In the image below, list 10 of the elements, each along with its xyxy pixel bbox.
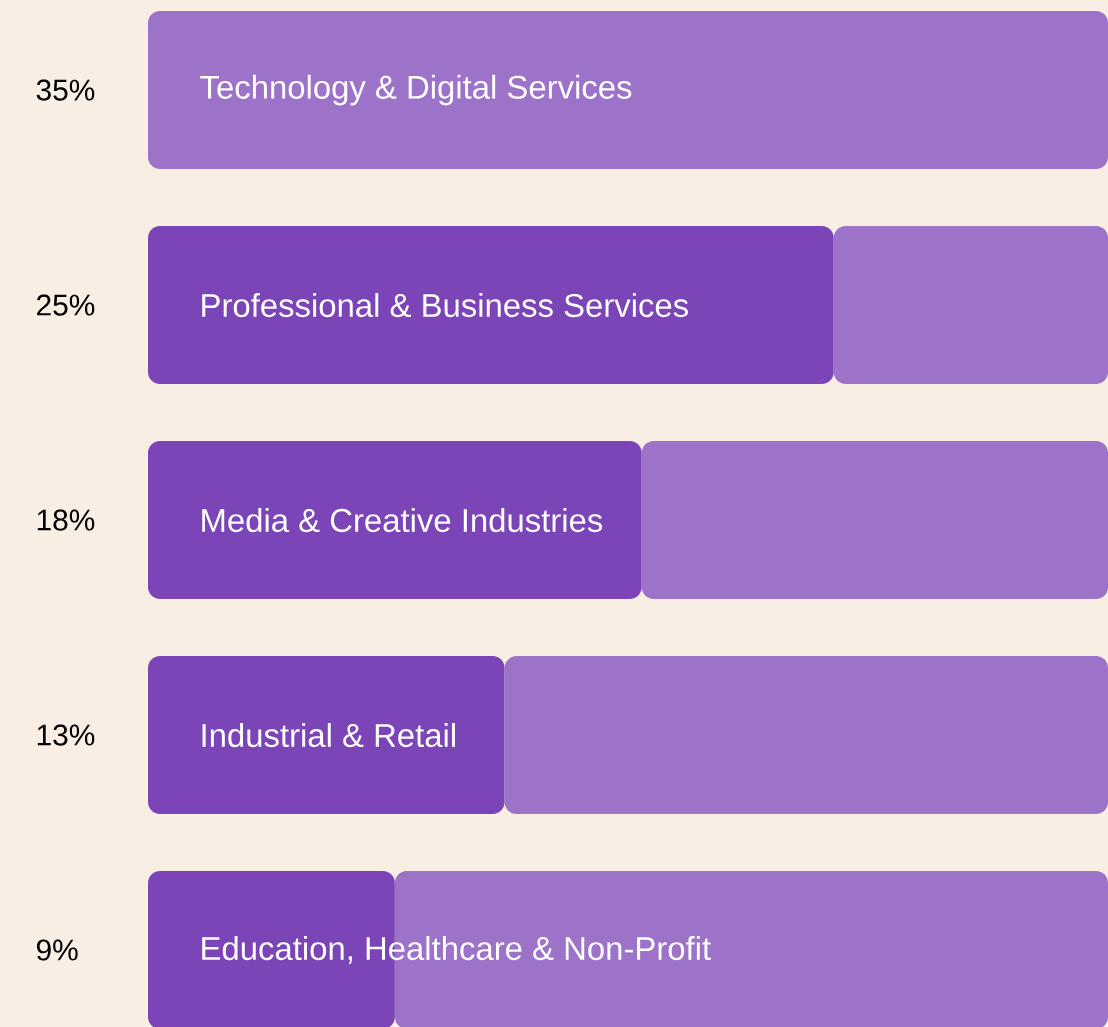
y-tick-label: Professional & Business Services (202, 293, 688, 318)
y-tick-label: Technology & Digital Services (200, 74, 632, 106)
data-label: 13% (37, 724, 95, 746)
data-label: 25% (37, 294, 95, 316)
y-tick-label: Media & Creative Industries (202, 507, 603, 533)
data-label: 35% (36, 79, 95, 101)
data-label: 9% (36, 939, 78, 961)
data-label: 18% (37, 509, 95, 531)
y-tick-label: Industrial & Retail (202, 722, 455, 748)
y-tick-label: Education, Healthcare & Non-Profit (202, 936, 711, 965)
